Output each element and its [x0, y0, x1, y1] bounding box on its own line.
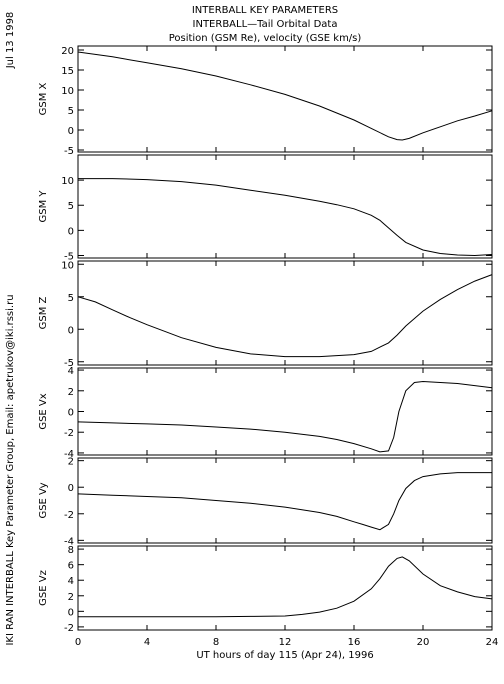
- chart-title-line1: INTERBALL KEY PARAMETERS: [192, 5, 338, 16]
- y-tick-label: -5: [64, 358, 74, 369]
- x-tick-label: 16: [348, 637, 361, 648]
- x-tick-label: 8: [213, 637, 219, 648]
- y-tick-label: -4: [64, 449, 74, 460]
- chart-title-line2: INTERBALL—Tail Orbital Data: [193, 19, 338, 30]
- x-tick-label: 24: [486, 637, 499, 648]
- y-tick-label: 2: [68, 592, 74, 603]
- series-line: [78, 556, 493, 618]
- y-tick-label: -4: [64, 536, 74, 547]
- panel-frame: [77, 154, 493, 259]
- credit-text: IKI RAN INTERBALL Key Parameter Group, E…: [5, 294, 16, 645]
- panel-frame: [77, 367, 493, 456]
- date-stamp: Jul 13 1998: [5, 12, 16, 70]
- y-axis-label: GSE Vx: [38, 393, 49, 429]
- series-line: [77, 51, 493, 141]
- y-tick-label: 0: [68, 226, 74, 237]
- y-tick-label: 6: [68, 561, 74, 572]
- panel-frame: [77, 260, 493, 366]
- y-tick-label: -2: [64, 428, 74, 439]
- y-axis-label: GSE Vz: [38, 570, 49, 606]
- y-tick-label: -5: [64, 146, 74, 157]
- x-tick-label: 4: [144, 637, 150, 648]
- panel-frame: [77, 457, 493, 544]
- chart-title-line3: Position (GSM Re), velocity (GSE km/s): [169, 33, 362, 44]
- y-tick-label: 0: [68, 325, 74, 336]
- panel-frame: [77, 545, 493, 631]
- y-tick-label: 2: [68, 457, 74, 468]
- y-tick-label: 0: [68, 607, 74, 618]
- x-axis-label: UT hours of day 115 (Apr 24), 1996: [196, 650, 373, 661]
- y-tick-label: 8: [68, 545, 74, 556]
- y-tick-label: 10: [61, 260, 74, 271]
- y-axis-label: GSM Y: [38, 190, 49, 223]
- panel-2: -5 0 5 10 GSM Y: [38, 154, 493, 262]
- y-tick-label: 4: [68, 576, 74, 587]
- series-line: [77, 472, 492, 531]
- series-line: [77, 380, 493, 453]
- y-tick-label: 0: [68, 126, 74, 137]
- y-tick-label: 20: [61, 46, 74, 57]
- y-tick-label: 5: [68, 201, 74, 212]
- y-tick-label: 10: [61, 176, 74, 187]
- x-tick-label: 0: [75, 637, 81, 648]
- y-tick-label: 10: [61, 86, 74, 97]
- y-tick-label: 5: [68, 293, 74, 304]
- y-axis-label: GSM X: [38, 82, 49, 115]
- panel-1: -5 0 5 10 15 20 GSM X: [38, 45, 493, 157]
- panel-6: -2 0 2 4 6 8 GSE Vz: [38, 545, 493, 634]
- panel-5: -4 -2 0 2 GSE Vy: [38, 457, 493, 547]
- y-tick-label: -2: [64, 510, 74, 521]
- y-axis-label: GSM Z: [38, 296, 49, 329]
- series-line: [78, 178, 493, 257]
- y-tick-label: 4: [68, 366, 74, 377]
- y-axis-label: GSE Vy: [38, 482, 49, 518]
- panel-4: -4 -2 0 2 4 GSE Vx: [38, 366, 493, 460]
- panel-3: -5 0 5 10 GSM Z: [38, 260, 493, 369]
- y-tick-label: -5: [64, 251, 74, 262]
- y-tick-label: -2: [64, 623, 74, 634]
- y-tick-label: 0: [68, 483, 74, 494]
- y-tick-label: 0: [68, 408, 74, 419]
- y-tick-label: 15: [61, 66, 74, 77]
- series-line: [77, 274, 493, 358]
- x-tick-label: 12: [279, 637, 292, 648]
- x-tick-label: 20: [417, 637, 430, 648]
- y-tick-label: 5: [68, 106, 74, 117]
- y-tick-label: 2: [68, 387, 74, 398]
